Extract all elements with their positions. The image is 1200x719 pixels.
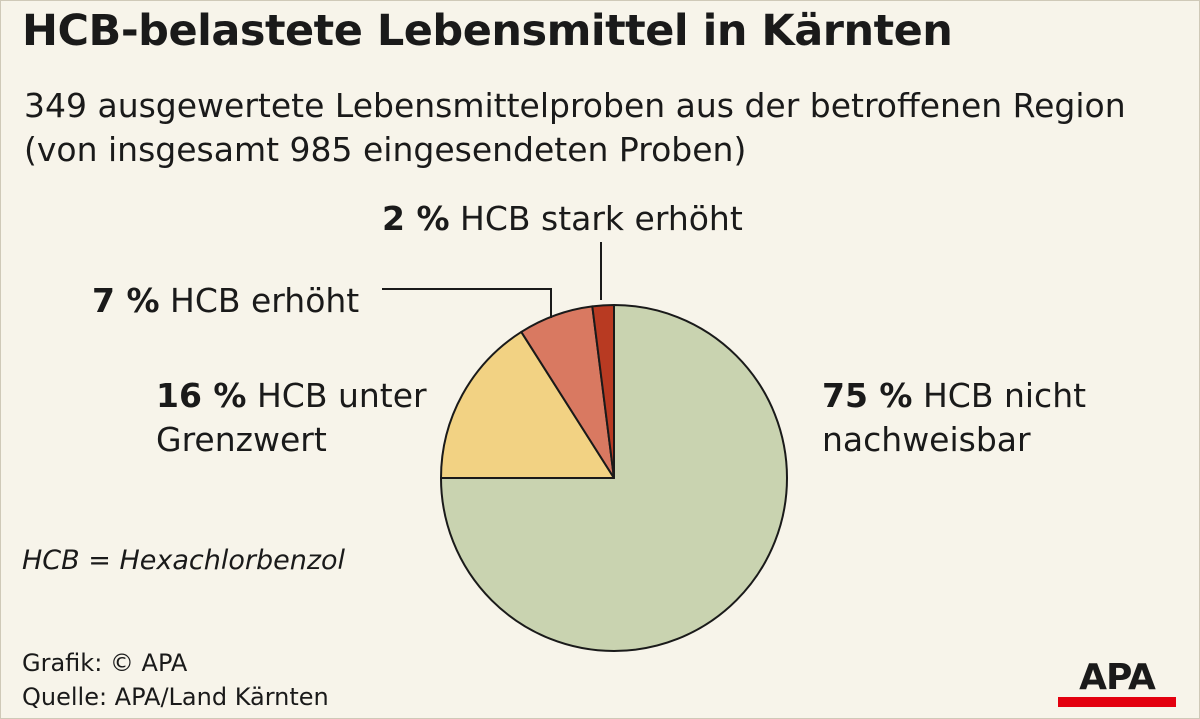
footer: Grafik: © APA Quelle: APA/Land Kärnten (22, 646, 329, 714)
label-erhoeht-text: HCB erhöht (170, 281, 360, 320)
apa-logo: APA (1058, 658, 1176, 708)
label-stark-pct: 2 % (382, 199, 450, 238)
pie-slice-2 (440, 330, 615, 479)
graphic-credit: Grafik: © APA (22, 649, 188, 677)
apa-logo-bar (1058, 697, 1176, 707)
label-stark-text: HCB stark erhöht (460, 199, 743, 238)
label-erhoeht: 7 % HCB erhöht (92, 279, 359, 323)
label-unter-pct: 16 % (156, 376, 247, 415)
label-erhoeht-pct: 7 % (92, 281, 160, 320)
label-unter-line2: Grenzwert (156, 420, 327, 459)
source-credit: Quelle: APA/Land Kärnten (22, 683, 329, 711)
label-nicht-line2: nachweisbar (822, 420, 1031, 459)
label-stark-erhoeht: 2 % HCB stark erhöht (382, 197, 743, 241)
apa-logo-text: APA (1079, 657, 1156, 698)
label-nicht-line1: HCB nicht (922, 376, 1087, 415)
leader-line-erhoeht (382, 288, 552, 318)
abbreviation-note: HCB = Hexachlorbenzol (22, 545, 346, 576)
chart-subtitle: 349 ausgewertete Lebensmittelproben aus … (24, 86, 1126, 169)
chart-title: HCB-belastete Lebensmittel in Kärnten (22, 6, 953, 56)
pie-slice-4 (591, 304, 615, 479)
label-unter-grenzwert: 16 % HCB unter Grenzwert (156, 374, 427, 462)
label-nicht-nachweisbar: 75 % HCB nicht nachweisbar (822, 374, 1086, 462)
label-unter-line1: HCB unter (256, 376, 427, 415)
label-nicht-pct: 75 % (822, 376, 913, 415)
